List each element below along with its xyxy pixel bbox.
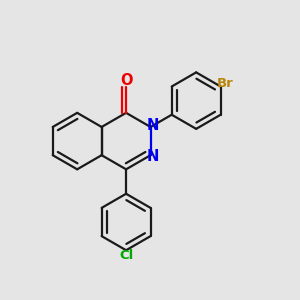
Text: N: N bbox=[147, 149, 159, 164]
Text: Cl: Cl bbox=[119, 249, 133, 262]
Text: O: O bbox=[120, 73, 132, 88]
Text: N: N bbox=[147, 118, 159, 133]
Text: Br: Br bbox=[217, 77, 234, 90]
